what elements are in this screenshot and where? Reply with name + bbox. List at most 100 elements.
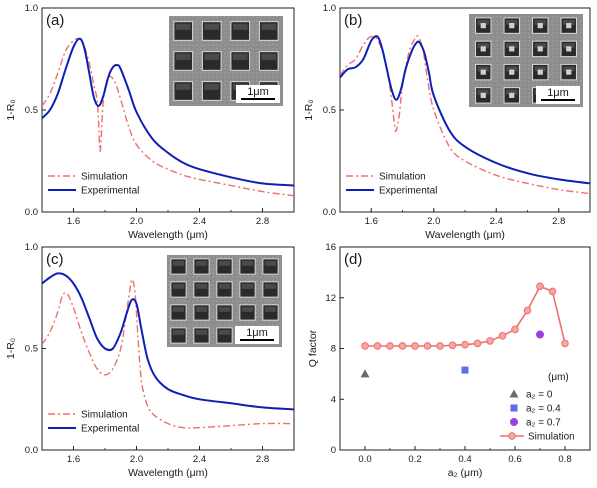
panel-a-inset-hole-shade [175,53,191,60]
panel-d-legend-label: a₂ = 0 [526,390,553,401]
panel-b-label: (b) [344,12,362,29]
panel-a-inset-hole-shade [204,53,220,60]
panel-c-inset-hole-shade [172,283,185,289]
panel-c-inset-hole-shade [218,329,231,335]
panel-c-inset-hole-shade [264,306,277,312]
panel-a-inset: 1μm [169,16,283,106]
panel-b-plot: 1.6 2.0 2.4 2.8 0.0 0.5 1.0 Wavelength (μm) 1-R₀… [303,3,591,241]
panel-d-simulation-point [561,339,569,348]
panel-c-series-simulation [42,278,294,429]
panel-c-scale-bar-label: 1μm [246,327,268,339]
panel-c-inset-hole-shade [218,260,231,266]
panel-a-ytick-label: 0.0 [25,207,38,218]
panel-d-xtick-label: 0.6 [508,454,521,465]
panel-d: 0.0 0.2 0.4 0.6 0.8 0 4 8 12 16 a₂ (μm) Q factor (d)… [307,242,591,479]
panel-b-xtick-label: 2.0 [427,216,440,227]
panel-c-inset-hole-shade [218,283,231,289]
panel-b: 1.6 2.0 2.4 2.8 0.0 0.5 1.0 Wavelength (μm) 1-R₀… [303,3,591,241]
panel-b-ylabel: 1-R₀ [303,99,315,120]
panel-d-simulation-point [473,339,482,348]
panel-c-ytick-label: 0.0 [25,445,38,456]
panel-c-xtick-label: 2.8 [256,454,269,465]
panel-d-simulation-point [436,342,444,350]
panel-c-inset-hole-shade [264,260,277,266]
panel-d-ytick-label: 0 [331,445,336,456]
panel-b-inset-pillar [509,23,515,29]
panel-d-point-triangle [360,369,370,378]
panel-d-ylabel: Q factor [307,329,319,367]
panel-b-inset-pillar [480,92,486,98]
panel-b-inset-hole-shade [477,19,489,25]
panel-d-simulation-point [411,342,419,350]
panel-d-legend-label: Simulation [528,432,575,443]
panel-b-ytick-label: 0.5 [323,105,336,116]
panel-b-inset-hole-shade [506,43,518,49]
panel-b-inset-pillar [566,46,572,52]
panel-a-series-experimental [42,37,294,187]
panel-b-inset-pillar [509,92,515,98]
panel-c-ytick-label: 1.0 [25,242,38,253]
panel-c-inset-hole-shade [241,283,254,289]
panel-b-inset: 1μm [469,14,583,107]
panel-b-inset-hole-shade [477,43,489,49]
panel-a-xlabel: Wavelength (μm) [128,229,208,241]
panel-c-legend-label: Experimental [81,424,139,435]
panel-d-simulation-point [423,342,432,350]
panel-b-inset-hole-shade [563,66,575,72]
panel-a-xtick-label: 2.0 [130,216,143,227]
panel-b-legend-label: Simulation [379,172,426,183]
panel-a-inset-hole-shade [261,53,277,60]
panel-a-scale-bar-label: 1μm [247,86,269,98]
panel-b-inset-hole-shade [534,19,546,25]
panel-b-scale-bar-label: 1μm [547,87,569,99]
panel-d-label: (d) [344,251,362,268]
panel-d-legend-title: (μm) [548,372,569,383]
panel-d-legend-marker [509,389,519,398]
panel-c-inset-hole-shade [241,260,254,266]
panel-b-inset-hole-shade [506,89,518,95]
panel-a-ytick-label: 1.0 [25,3,38,14]
panel-a-xtick-label: 2.8 [256,216,269,227]
panel-d-simulation-point [461,340,469,349]
panel-b-inset-hole-shade [563,43,575,49]
panel-a-xtick-label: 2.4 [193,216,206,227]
panel-b-xtick-label: 2.8 [552,216,565,227]
panel-b-inset-pillar [537,46,543,52]
panel-a-plot: 1.6 2.0 2.4 2.8 0.0 0.5 1.0 Wavelength (μm) 1-R₀… [5,3,295,241]
panel-a-ylabel: 1-R₀ [5,99,17,120]
panel-c: 1.6 2.0 2.4 2.8 0.0 0.5 1.0 Wavelength (μm) 1-R₀… [5,242,295,479]
panel-d-xtick-label: 0.8 [558,454,571,465]
panel-a-inset-hole-shade [175,83,191,90]
panel-c-legend-label: Simulation [81,410,128,421]
panel-b-xlabel: Wavelength (μm) [425,229,505,241]
panel-d-legend-label: a₂ = 0.4 [526,404,561,415]
panel-c-inset: 1μm [167,255,282,347]
panel-b-inset-pillar [566,69,572,75]
panel-a-label: (a) [46,12,64,29]
panel-b-inset-hole-shade [534,66,546,72]
panel-d-simulation-point [511,325,519,334]
panel-d-xlabel: a₂ (μm) [448,467,483,479]
panel-d-simulation-point [548,287,557,296]
panel-c-series-experimental [42,272,294,411]
panel-b-inset-hole-shade [563,19,575,25]
panel-d-legend-label: a₂ = 0.7 [526,418,561,429]
panel-b-inset-pillar [480,46,486,52]
panel-b-inset-hole-shade [506,66,518,72]
panel-c-inset-hole-shade [172,329,185,335]
panel-d-ytick-label: 4 [331,394,336,405]
panel-c-label: (c) [46,251,64,268]
panel-b-inset-pillar [480,23,486,29]
panel-d-simulation-point [373,342,382,350]
panel-d-simulation-point [486,337,494,345]
panel-a-data [42,37,294,197]
panel-d-ytick-label: 12 [325,293,336,304]
panel-c-inset-hole-shade [195,329,208,335]
panel-b-xtick-label: 2.4 [490,216,503,227]
panel-b-inset-pillar [480,69,486,75]
panel-a-inset-hole-shade [204,23,220,30]
panel-c-ylabel: 1-R₀ [5,338,17,359]
panel-c-inset-hole-shade [218,306,231,312]
panel-d-simulation-point [498,332,507,340]
